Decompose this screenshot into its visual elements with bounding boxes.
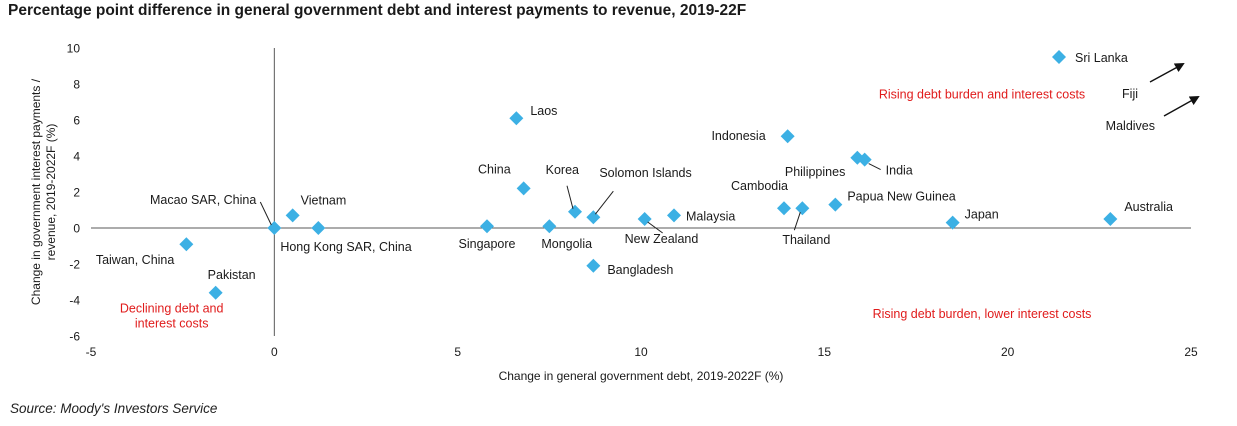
x-tick-label: 20 bbox=[1001, 345, 1015, 359]
point-hong-kong-sar-china bbox=[311, 221, 326, 235]
point-indonesia bbox=[780, 129, 795, 144]
point-label: Thailand bbox=[782, 233, 830, 247]
point-label: Hong Kong SAR, China bbox=[280, 240, 411, 254]
leader-line bbox=[594, 190, 614, 215]
chart-title: Percentage point difference in general g… bbox=[8, 2, 747, 19]
x-tick-label: 25 bbox=[1184, 345, 1198, 359]
axes: -6 -4 -2 0 2 4 6 8 10 -5 0 5 10 15 20 25 Change in gener… bbox=[29, 42, 1198, 384]
leader-line bbox=[566, 185, 574, 209]
offchart-arrow bbox=[1163, 96, 1200, 117]
y-axis-title-line: Change in government interest payments / bbox=[29, 78, 43, 305]
x-axis-title: Change in general government debt, 2019-… bbox=[499, 369, 784, 383]
point-label: Pakistan bbox=[208, 268, 256, 282]
x-tick-label: 15 bbox=[818, 345, 832, 359]
point-label: Singapore bbox=[459, 237, 516, 251]
point-label: Malaysia bbox=[686, 209, 735, 223]
point-label: Korea bbox=[546, 163, 579, 177]
y-tick-label: 10 bbox=[67, 42, 81, 56]
annotation-text: Rising debt burden and interest costs bbox=[879, 87, 1085, 101]
point-japan bbox=[945, 215, 960, 230]
point-label: Papua New Guinea bbox=[847, 190, 955, 204]
y-tick-label: -4 bbox=[69, 294, 80, 308]
offchart-label: Maldives bbox=[1106, 119, 1155, 133]
point-pakistan bbox=[208, 285, 223, 300]
point-label: Vietnam bbox=[301, 193, 347, 207]
y-tick-label: 4 bbox=[73, 150, 80, 164]
point-australia bbox=[1103, 212, 1118, 226]
point-solomon-islands bbox=[586, 210, 601, 225]
point-label: Laos bbox=[530, 104, 557, 118]
offchart-markers: Fiji Maldives bbox=[1106, 63, 1200, 133]
point-vietnam bbox=[285, 208, 300, 223]
y-tick-label: 2 bbox=[73, 186, 80, 200]
point-label: Australia bbox=[1124, 200, 1173, 214]
point-label: Macao SAR, China bbox=[150, 193, 256, 207]
point-mongolia bbox=[542, 219, 557, 234]
point-label: Mongolia bbox=[541, 237, 592, 251]
point-label: New Zealand bbox=[625, 232, 699, 246]
point-label: Solomon Islands bbox=[599, 166, 691, 180]
annotation-text: interest costs bbox=[135, 317, 209, 331]
point-india bbox=[857, 152, 872, 167]
point-korea bbox=[568, 204, 582, 219]
point-singapore bbox=[480, 219, 494, 234]
point-laos bbox=[509, 111, 524, 126]
point-label: Indonesia bbox=[711, 129, 765, 143]
point-china bbox=[516, 181, 531, 196]
offchart-arrow bbox=[1149, 63, 1185, 83]
point-label: Sri Lanka bbox=[1075, 51, 1128, 65]
annotation-text: Rising debt burden, lower interest costs bbox=[873, 307, 1092, 321]
x-tick-label: 0 bbox=[271, 345, 278, 359]
leader-line bbox=[259, 201, 272, 226]
point-malaysia bbox=[667, 208, 681, 223]
leader-line bbox=[647, 221, 663, 234]
leader-line bbox=[793, 212, 801, 231]
y-tick-label: 6 bbox=[73, 114, 80, 128]
point-bangladesh bbox=[586, 258, 601, 273]
scatter-chart: -6 -4 -2 0 2 4 6 8 10 -5 0 5 10 15 20 25 Change in gener… bbox=[29, 42, 1200, 384]
point-label: Japan bbox=[965, 208, 999, 222]
x-tick-label: 5 bbox=[454, 345, 461, 359]
x-tick-label: -5 bbox=[86, 345, 97, 359]
point-papua-new-guinea bbox=[828, 197, 843, 212]
source-note: Source: Moody's Investors Service bbox=[10, 401, 218, 416]
quadrant-annotations: Rising debt burden and interest costs Ris… bbox=[120, 87, 1092, 330]
point-cambodia bbox=[777, 201, 791, 216]
x-tick-label: 10 bbox=[634, 345, 648, 359]
leader-line bbox=[868, 163, 881, 171]
point-label: Philippines bbox=[785, 165, 845, 179]
annotation-text: Declining debt and bbox=[120, 302, 224, 316]
y-tick-label: -6 bbox=[69, 330, 80, 344]
offchart-label: Fiji bbox=[1122, 87, 1138, 101]
point-label: Bangladesh bbox=[607, 263, 673, 277]
point-label: China bbox=[478, 162, 511, 176]
y-axis-title: Change in government interest payments /… bbox=[29, 78, 58, 305]
point-label: Cambodia bbox=[731, 179, 788, 193]
y-axis-title-line: revenue, 2019-2022F (%) bbox=[44, 124, 58, 261]
point-sri-lanka bbox=[1052, 50, 1066, 64]
point-label: Taiwan, China bbox=[96, 253, 175, 267]
y-tick-label: -2 bbox=[69, 258, 80, 272]
y-tick-label: 0 bbox=[73, 222, 80, 236]
point-taiwan-china bbox=[179, 237, 194, 252]
point-thailand bbox=[795, 201, 810, 216]
y-tick-label: 8 bbox=[73, 78, 80, 92]
point-labels: Sri Lanka Laos Indonesia Philippines India Ch… bbox=[96, 51, 1173, 282]
point-label: India bbox=[886, 164, 913, 178]
point-macao-sar-china bbox=[267, 221, 282, 235]
